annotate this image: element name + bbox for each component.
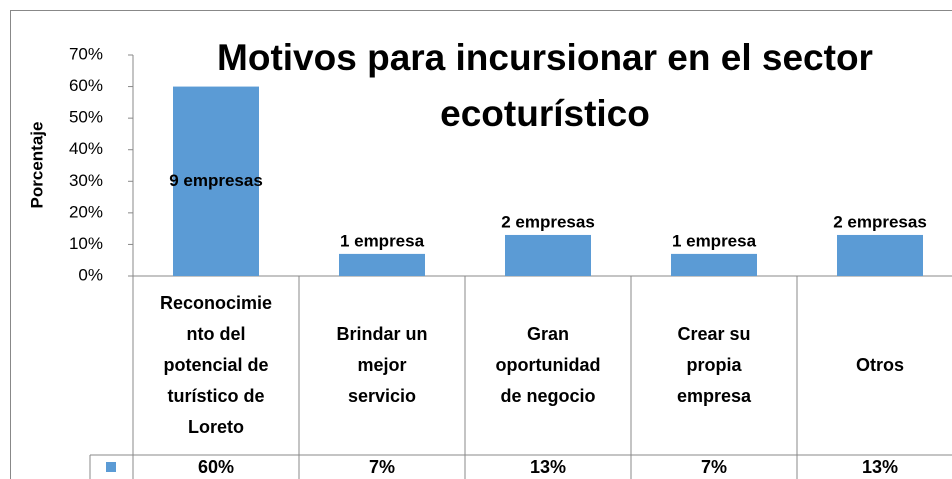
value-label: 7% xyxy=(700,456,727,477)
bar xyxy=(173,86,259,276)
value-label: 60% xyxy=(197,456,235,477)
y-tick-label: 10% xyxy=(69,234,103,253)
category-label: Brindar un mejor servicio xyxy=(336,324,428,406)
annotation: 1 empresa xyxy=(672,231,757,250)
annotation: 2 empresas xyxy=(833,212,927,231)
y-tick-label: 30% xyxy=(69,171,103,190)
annotation: 1 empresa xyxy=(340,231,425,250)
category-label: Crear su propia empresa xyxy=(676,324,752,406)
y-tick-label: 20% xyxy=(69,202,103,221)
y-tick-label: 60% xyxy=(69,76,103,95)
annotation: 9 empresas xyxy=(169,171,263,190)
chart-title: Motivos para incursionar en el sector ec… xyxy=(217,37,873,134)
value-label: 7% xyxy=(368,456,395,477)
chart-border xyxy=(10,10,952,479)
y-tick-label: 0% xyxy=(78,265,103,284)
y-tick-label: 40% xyxy=(69,139,103,158)
bar xyxy=(671,253,757,276)
category-label: Gran oportunidad de negocio xyxy=(495,324,601,406)
bar xyxy=(505,234,591,276)
value-label: 13% xyxy=(861,456,899,477)
category-label: Otros xyxy=(855,355,904,375)
annotation: 2 empresas xyxy=(501,212,595,231)
y-axis-label: Porcentaje xyxy=(27,122,46,209)
y-tick-label: 70% xyxy=(69,44,103,63)
y-tick-label: 50% xyxy=(69,108,103,127)
bar xyxy=(339,253,425,276)
value-label: 13% xyxy=(529,456,567,477)
category-label: Reconocimie nto del potencial de turísti… xyxy=(159,293,273,437)
bar xyxy=(837,234,923,276)
legend-swatch xyxy=(106,462,116,472)
